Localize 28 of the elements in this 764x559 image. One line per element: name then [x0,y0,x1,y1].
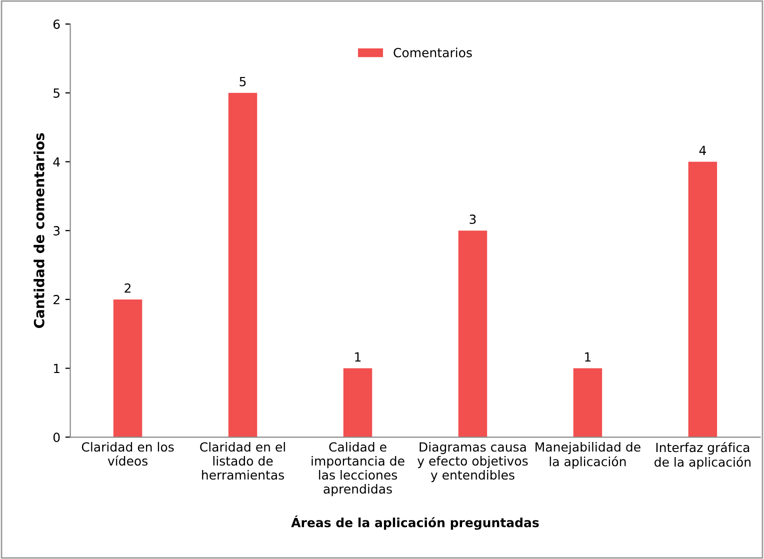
bar [228,92,258,438]
data-label: 4 [699,146,706,155]
x-tick-label: Claridad en el listado de herramientas [200,442,285,480]
x-axis-title: Áreas de la aplicación preguntadas [291,516,539,530]
data-label: 1 [585,352,591,362]
x-tick-label: Calidad e importancia de las lecciones aprendidas [312,442,404,496]
y-tick-label: 3 [54,226,60,236]
x-tick-label: Claridad en los vídeos [82,442,174,466]
y-tick-label: 5 [54,88,60,98]
y-tick-label: 4 [53,157,60,166]
bar [688,162,718,438]
y-tick-label: 6 [53,20,60,29]
y-axis-title: Cantidad de comentarios [34,133,44,328]
x-tick-label: Manejabilidad de la aplicación [536,442,640,469]
x-tick-label: Diagramas causa y efecto objetivos y entendibles [417,442,528,482]
bar [573,368,602,438]
bar [113,299,142,438]
y-tick-label: 0 [53,432,60,442]
data-label: 1 [355,352,361,362]
data-label: 5 [240,77,246,86]
bar [458,230,488,438]
x-tick-label: Interfaz gráfica de la aplicación [654,442,750,470]
y-tick-label: 1 [54,364,60,374]
data-label: 2 [124,283,131,293]
y-tick-label: 2 [54,294,60,304]
data-label: 3 [470,214,476,224]
legend-label: Comentarios [394,48,472,58]
bar [343,368,372,438]
